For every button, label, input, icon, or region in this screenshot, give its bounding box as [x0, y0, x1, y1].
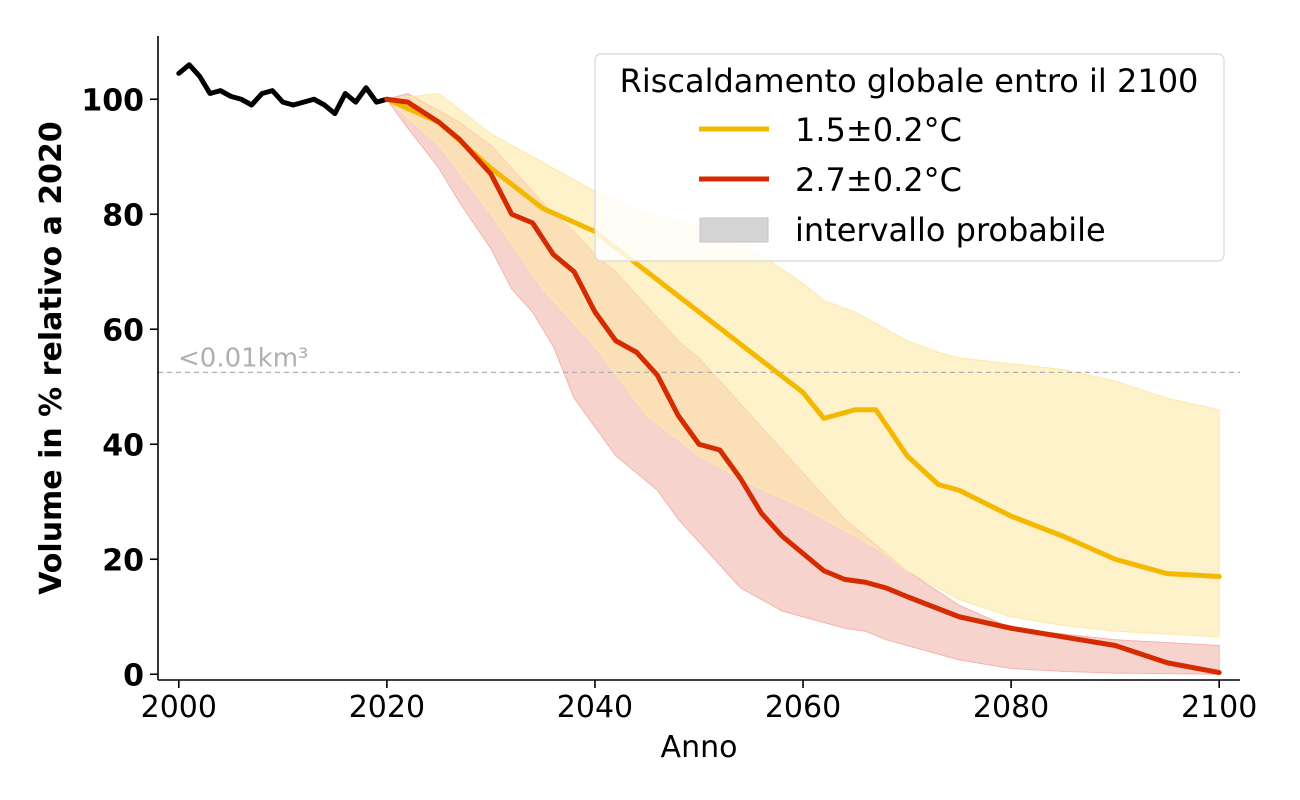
y-tick-label-60: 60 — [102, 313, 144, 348]
y-tick-label-40: 40 — [102, 428, 144, 463]
legend-label-1-5c: 1.5±0.2°C — [795, 111, 962, 149]
legend-swatch-likely-range — [699, 217, 769, 243]
threshold-label: <0.01km³ — [178, 343, 308, 373]
y-tick-label-100: 100 — [81, 83, 144, 118]
x-tick-label-2040: 2040 — [557, 690, 633, 725]
y-tick-label-20: 20 — [102, 543, 144, 578]
legend-frame — [594, 53, 1225, 262]
legend: Riscaldamento globale entro il 2100 1.5±… — [594, 53, 1225, 262]
legend-label-2-7c: 2.7±0.2°C — [795, 161, 962, 199]
line-2-7-0-2-c — [384, 96, 1222, 676]
threshold: <0.01km³ — [158, 343, 1240, 373]
x-ticks: 2000 2020 2040 2060 2080 2100 — [141, 680, 1257, 725]
x-tick-label-2060: 2060 — [765, 690, 841, 725]
x-tick-label-2000: 2000 — [141, 690, 217, 725]
y-tick-label-80: 80 — [102, 198, 144, 233]
line-historical — [176, 62, 390, 117]
legend-label-likely-range: intervallo probabile — [795, 211, 1106, 249]
x-tick-label-2100: 2100 — [1181, 690, 1257, 725]
legend-title: Riscaldamento globale entro il 2100 — [620, 62, 1199, 100]
series-lines — [176, 62, 1222, 676]
x-tick-label-2080: 2080 — [973, 690, 1049, 725]
y-ticks: 0 20 40 60 80 100 — [81, 83, 158, 693]
line-1-5-0-2-c — [384, 96, 1222, 579]
x-tick-label-2020: 2020 — [349, 690, 425, 725]
y-axis-title: Volume in % relativo a 2020 — [34, 121, 69, 595]
axes — [157, 36, 1240, 681]
y-tick-label-0: 0 — [123, 658, 144, 693]
x-axis-title: Anno — [661, 730, 738, 765]
